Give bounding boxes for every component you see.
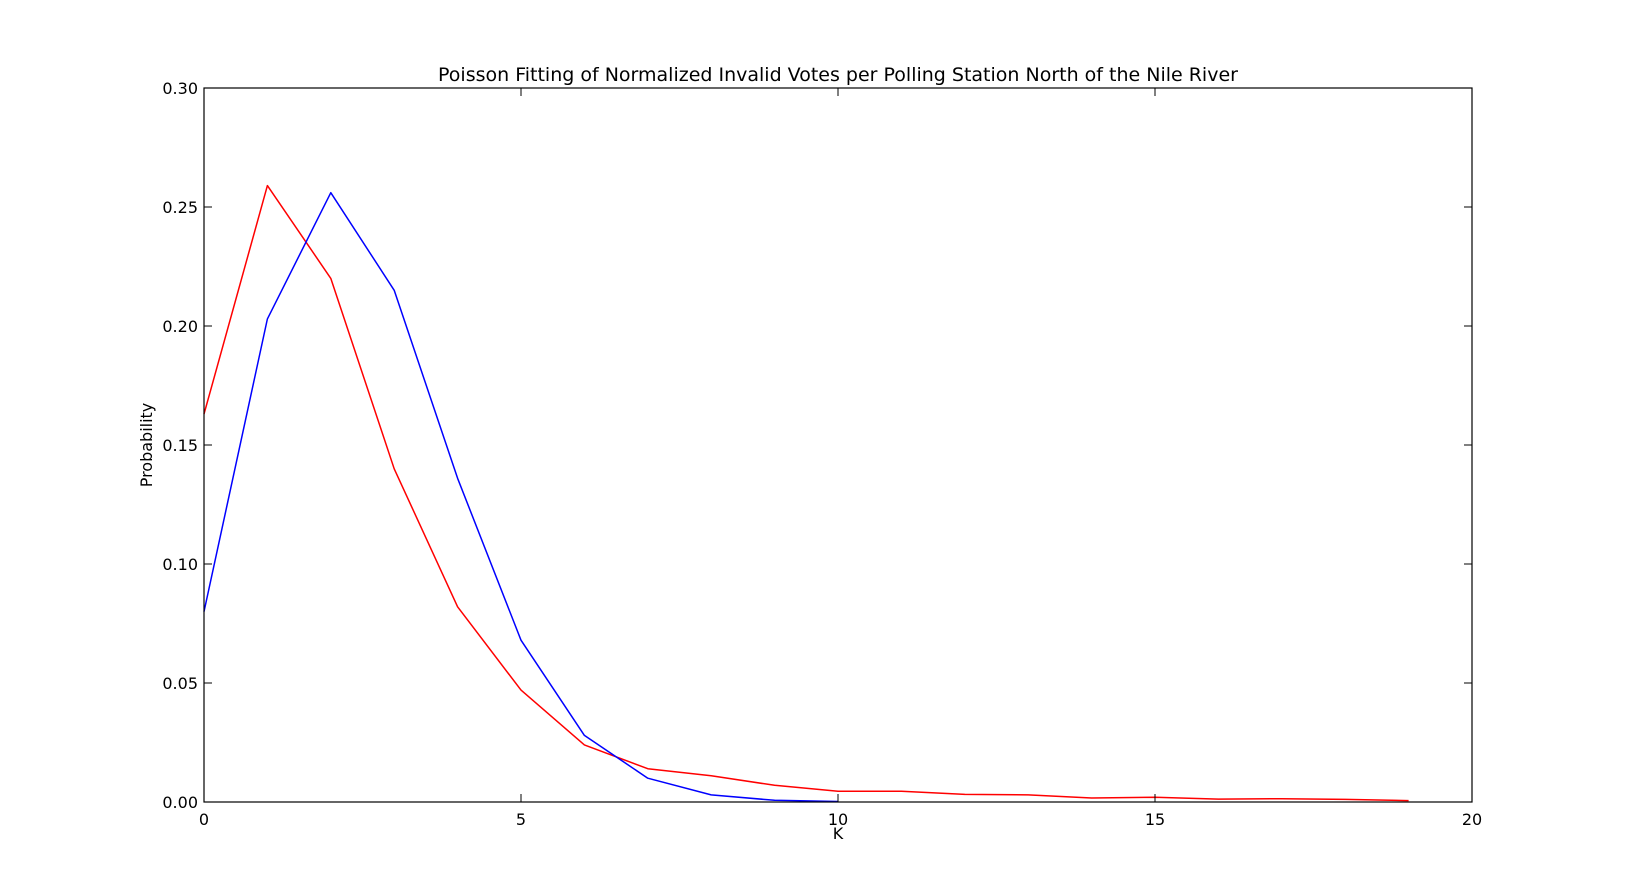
y-tick-label: 0.25 [162, 198, 198, 217]
x-tick-label: 0 [199, 810, 209, 829]
x-tick-label: 15 [1145, 810, 1165, 829]
y-tick-label: 0.10 [162, 555, 198, 574]
series-line-0 [203, 184, 1409, 802]
y-tick-label: 0.20 [162, 317, 198, 336]
x-axis-label: K [833, 824, 844, 843]
series-layer [203, 184, 1409, 803]
y-tick-label: 0.15 [162, 436, 198, 455]
x-tick-label: 20 [1462, 810, 1482, 829]
x-axis: 0 5 10 15 20 [199, 88, 1482, 829]
x-tick-label: 10 [828, 810, 848, 829]
y-axis: 0.00 0.05 0.10 0.15 0.20 0.25 0.30 [162, 79, 1472, 812]
x-tick-label: 5 [516, 810, 526, 829]
y-tick-label: 0.05 [162, 674, 198, 693]
chart-title: Poisson Fitting of Normalized Invalid Vo… [438, 64, 1238, 86]
series-line-1 [203, 191, 839, 803]
y-tick-label: 0.30 [162, 79, 198, 98]
y-axis-label: Probability [137, 403, 156, 488]
y-tick-label: 0.00 [162, 793, 198, 812]
